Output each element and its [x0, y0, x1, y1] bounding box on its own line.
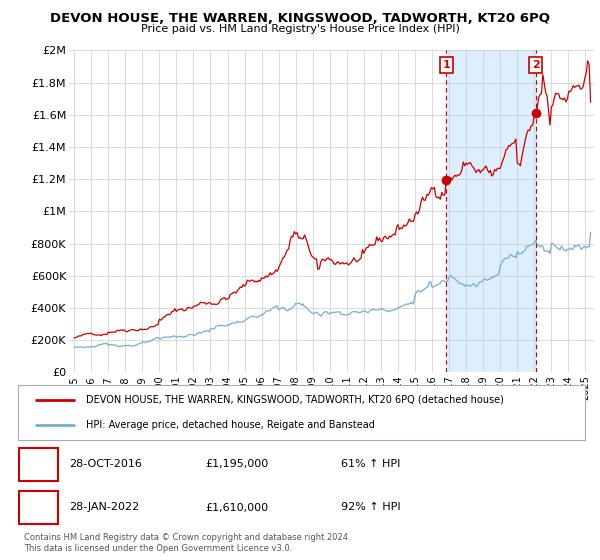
- Text: £1,610,000: £1,610,000: [205, 502, 268, 512]
- Text: Contains HM Land Registry data © Crown copyright and database right 2024.
This d: Contains HM Land Registry data © Crown c…: [24, 533, 350, 553]
- FancyBboxPatch shape: [19, 491, 58, 524]
- Text: 2: 2: [34, 501, 43, 514]
- Text: 1: 1: [442, 60, 450, 70]
- Text: 1: 1: [34, 458, 43, 470]
- Text: Price paid vs. HM Land Registry's House Price Index (HPI): Price paid vs. HM Land Registry's House …: [140, 24, 460, 34]
- Text: 61% ↑ HPI: 61% ↑ HPI: [341, 459, 401, 469]
- Text: 92% ↑ HPI: 92% ↑ HPI: [341, 502, 401, 512]
- Text: £1,195,000: £1,195,000: [205, 459, 268, 469]
- Text: HPI: Average price, detached house, Reigate and Banstead: HPI: Average price, detached house, Reig…: [86, 420, 375, 430]
- Text: 2: 2: [532, 60, 539, 70]
- Text: 28-OCT-2016: 28-OCT-2016: [69, 459, 142, 469]
- Text: 28-JAN-2022: 28-JAN-2022: [69, 502, 139, 512]
- Bar: [446, 50, 536, 372]
- FancyBboxPatch shape: [19, 447, 58, 480]
- Text: DEVON HOUSE, THE WARREN, KINGSWOOD, TADWORTH, KT20 6PQ: DEVON HOUSE, THE WARREN, KINGSWOOD, TADW…: [50, 12, 550, 25]
- Text: DEVON HOUSE, THE WARREN, KINGSWOOD, TADWORTH, KT20 6PQ (detached house): DEVON HOUSE, THE WARREN, KINGSWOOD, TADW…: [86, 395, 504, 404]
